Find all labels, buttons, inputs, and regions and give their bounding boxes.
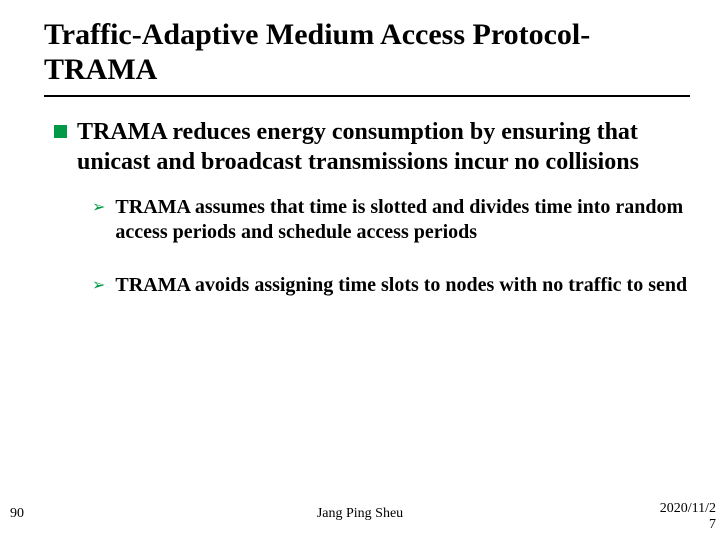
footer-date-main: 2020/11/2 (660, 501, 716, 516)
arrow-bullet-icon: ➢ (92, 200, 105, 216)
bullet-level1: TRAMA reduces energy consumption by ensu… (54, 117, 690, 177)
arrow-bullet-icon: ➢ (92, 278, 105, 294)
footer-author: Jang Ping Sheu (317, 506, 403, 522)
slide-title: Traffic-Adaptive Medium Access Protocol-… (44, 18, 690, 93)
level1-text: TRAMA reduces energy consumption by ensu… (77, 117, 690, 177)
bullet-level2: ➢ TRAMA assumes that time is slotted and… (92, 195, 690, 245)
level2-text: TRAMA assumes that time is slotted and d… (115, 195, 690, 245)
title-underline (44, 95, 690, 97)
footer-date-extra: 7 (660, 517, 716, 532)
bullet-level2: ➢ TRAMA avoids assigning time slots to n… (92, 273, 690, 298)
square-bullet-icon (54, 125, 67, 138)
page-number: 90 (10, 506, 24, 522)
slide: Traffic-Adaptive Medium Access Protocol-… (0, 0, 720, 540)
footer-date: 2020/11/2 7 (660, 501, 716, 532)
level2-text: TRAMA avoids assigning time slots to nod… (115, 273, 687, 298)
